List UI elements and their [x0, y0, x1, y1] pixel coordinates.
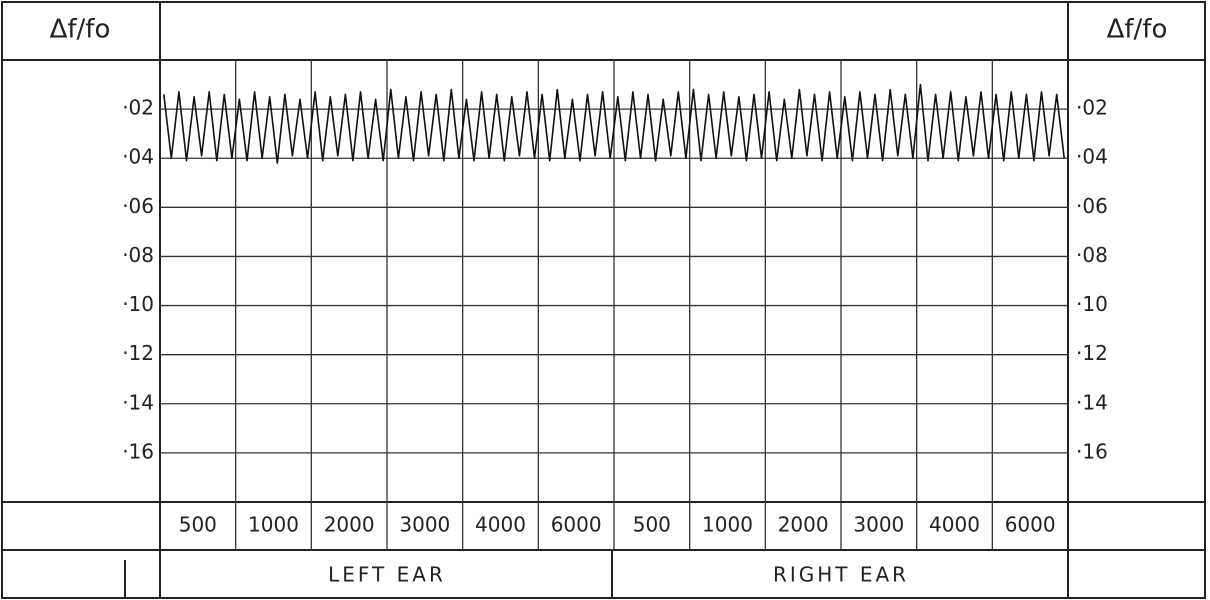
- y-tick-label: ·12: [122, 341, 154, 365]
- x-tick-label: 1000: [248, 513, 299, 537]
- y2-tick-label: ·04: [1076, 145, 1108, 169]
- y-tick-label: ·10: [122, 292, 154, 316]
- y-tick-label: ·02: [122, 96, 154, 120]
- y-tick-label: ·04: [122, 145, 154, 169]
- x-tick-label: 500: [633, 513, 671, 537]
- y2-tick-label: ·12: [1076, 341, 1108, 365]
- x-tick-label: 4000: [929, 513, 980, 537]
- group-label: RIGHT EAR: [773, 563, 909, 587]
- x-tick-label: 3000: [853, 513, 904, 537]
- x-tick-label: 3000: [399, 513, 450, 537]
- y-tick-label: ·06: [122, 194, 154, 218]
- x-tick-label: 2000: [324, 513, 375, 537]
- data-line: [163, 83, 1065, 164]
- y2-tick-label: ·02: [1076, 96, 1108, 120]
- y2-tick-label: ·08: [1076, 243, 1108, 267]
- y-axis-label: Δf/fo: [50, 15, 111, 45]
- y2-tick-label: ·16: [1076, 439, 1108, 463]
- y2-tick-label: ·06: [1076, 194, 1108, 218]
- y-tick-label: ·14: [122, 390, 154, 414]
- x-tick-label: 6000: [1005, 513, 1056, 537]
- x-tick-label: 500: [179, 513, 217, 537]
- y2-axis-label: Δf/fo: [1107, 15, 1168, 45]
- y-tick-label: ·16: [122, 439, 154, 463]
- x-tick-label: 1000: [702, 513, 753, 537]
- x-tick-label: 6000: [551, 513, 602, 537]
- group-label: LEFT EAR: [328, 563, 446, 587]
- y2-tick-label: ·14: [1076, 390, 1108, 414]
- y2-tick-label: ·10: [1076, 292, 1108, 316]
- x-tick-label: 4000: [475, 513, 526, 537]
- x-tick-label: 2000: [778, 513, 829, 537]
- y-tick-label: ·08: [122, 243, 154, 267]
